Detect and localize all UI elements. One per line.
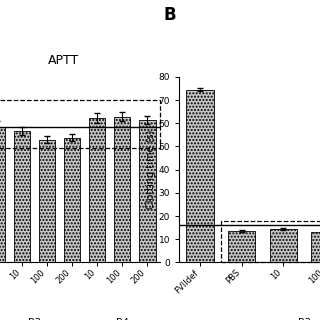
Bar: [0, 126, 5, 262]
Y-axis label: Clotting time (s): Clotting time (s): [146, 130, 156, 209]
Text: B4: B4: [116, 318, 129, 320]
Text: APTT: APTT: [48, 54, 80, 67]
Bar: [89, 118, 105, 262]
Text: B: B: [163, 6, 176, 24]
Bar: [0, 100, 160, 148]
Bar: [13, 131, 30, 262]
Text: B3: B3: [298, 318, 310, 320]
Bar: [221, 221, 320, 262]
Bar: [270, 229, 297, 262]
Bar: [39, 140, 55, 262]
Bar: [139, 120, 156, 262]
Bar: [64, 138, 80, 262]
Bar: [311, 232, 320, 262]
Text: B3: B3: [28, 318, 41, 320]
Bar: [228, 231, 255, 262]
Bar: [187, 90, 213, 262]
Bar: [114, 116, 131, 262]
